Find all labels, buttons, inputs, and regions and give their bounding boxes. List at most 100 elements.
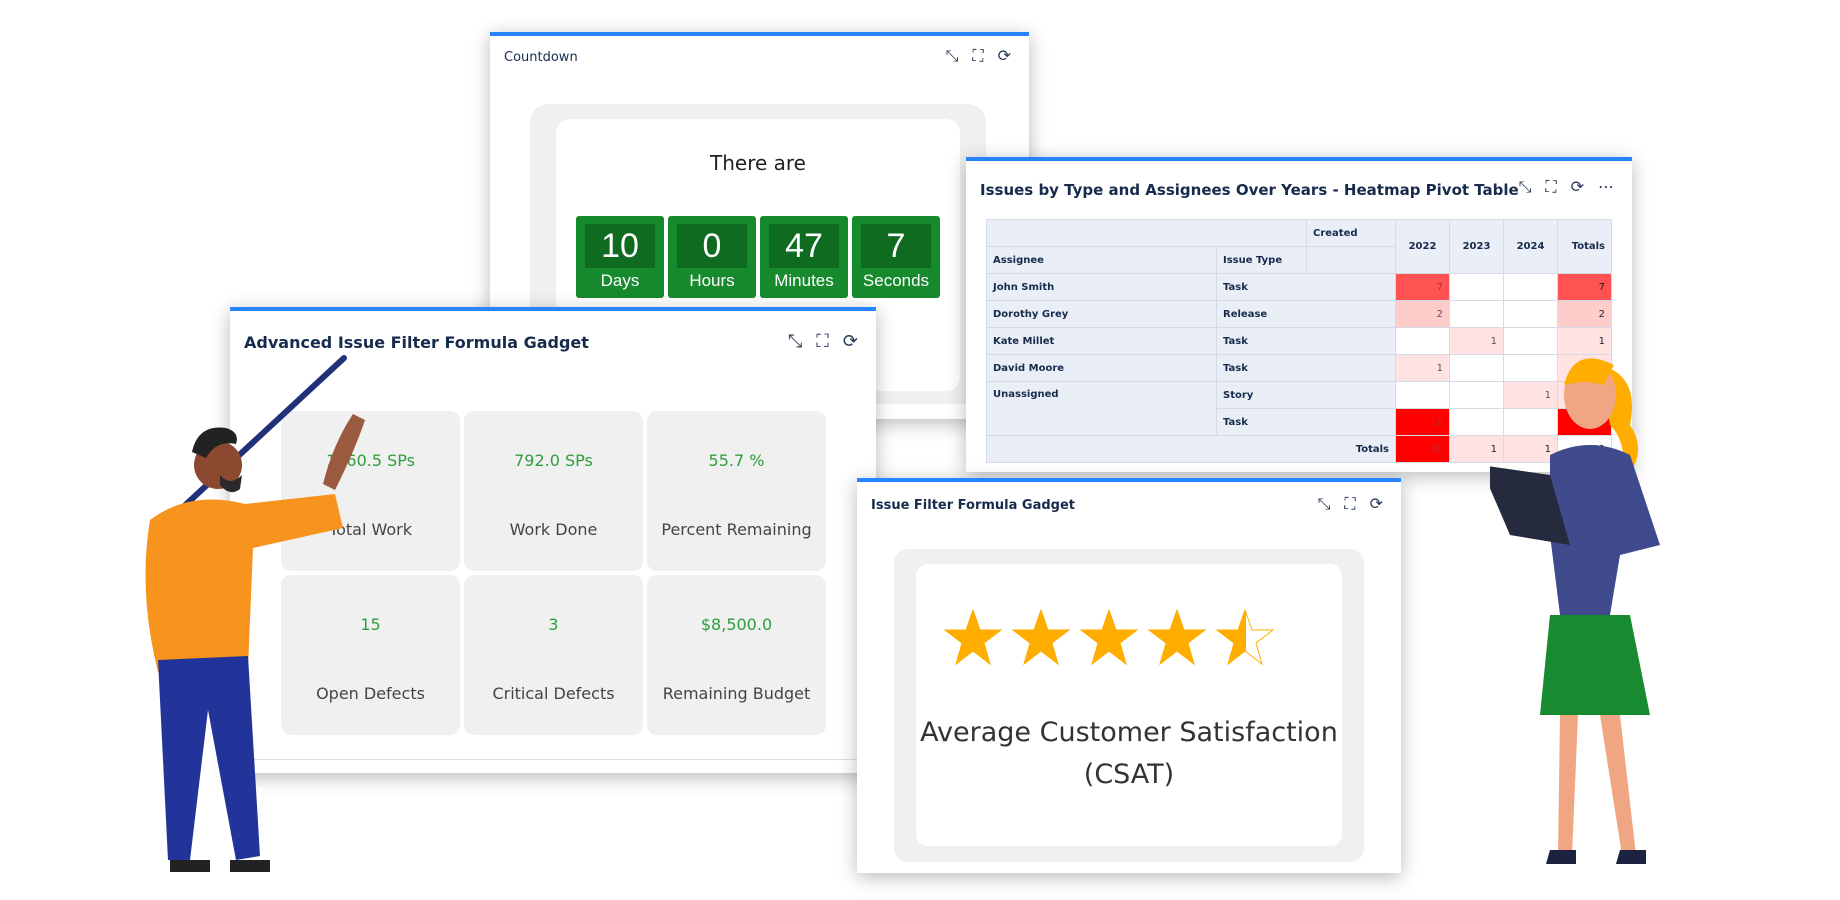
divider	[230, 759, 876, 760]
more-icon[interactable]: ⋯	[1598, 177, 1614, 196]
heatmap-cell	[1449, 354, 1504, 382]
heatmap-cell: 2	[1395, 300, 1450, 328]
issue-type-cell: Task	[1216, 273, 1396, 301]
heatmap-cell: 1	[1503, 381, 1558, 409]
fullscreen-icon[interactable]: ⛶	[816, 331, 829, 352]
metric-value: 3	[548, 615, 559, 634]
advanced-formula-gadget: Advanced Issue Filter Formula Gadget ⤡ ⛶…	[230, 307, 876, 773]
header-blank	[986, 219, 1307, 247]
fullscreen-icon[interactable]: ⛶	[972, 46, 984, 65]
minimize-icon[interactable]: ⤡	[1518, 177, 1532, 196]
fullscreen-icon[interactable]: ⛶	[1545, 177, 1557, 196]
metric-tile: 55.7 % Percent Remaining	[647, 411, 826, 571]
metric-label: Percent Remaining	[661, 520, 812, 539]
refresh-icon[interactable]: ⟳	[842, 331, 858, 352]
gadget-title: Countdown	[504, 50, 578, 65]
csat-gadget: Issue Filter Formula Gadget ⤡ ⛶ ⟳ Averag…	[857, 478, 1401, 873]
metric-tile: 15 Open Defects	[281, 575, 460, 735]
row-total-cell: 7	[1557, 273, 1612, 301]
issue-type-header: Issue Type	[1216, 246, 1307, 274]
assignee-header: Assignee	[986, 246, 1217, 274]
refresh-icon[interactable]: ⟳	[1369, 494, 1383, 513]
heatmap-cell	[1449, 300, 1504, 328]
table-row: Kate Millet Task 1 1	[986, 327, 1612, 355]
metric-value: 792.0 SPs	[514, 451, 593, 470]
fullscreen-icon[interactable]: ⛶	[1344, 494, 1356, 513]
totals-row: Totals201122	[986, 435, 1612, 463]
heatmap-cell: 7	[1395, 273, 1450, 301]
issue-type-cell: Task	[1216, 327, 1396, 355]
countdown-label: Hours	[689, 271, 735, 290]
minimize-icon[interactable]: ⤡	[945, 46, 959, 65]
minimize-icon[interactable]: ⤡	[1317, 494, 1331, 513]
heatmap-cell	[1449, 273, 1504, 301]
issue-type-cell: Story	[1216, 381, 1396, 409]
assignee-cell: Unassigned	[986, 381, 1217, 436]
header-row: Created 2022 2023 2024 Totals	[986, 219, 1612, 274]
year-header: 2024	[1503, 219, 1558, 274]
table-row: UnassignedStory11	[986, 381, 1612, 436]
table-row: Dorothy Grey Release 2 2	[986, 300, 1612, 328]
star-full-icon	[944, 608, 1003, 666]
star-half-icon	[1216, 608, 1275, 666]
metric-value: 55.7 %	[708, 451, 765, 470]
heatmap-cell	[1395, 381, 1450, 409]
refresh-icon[interactable]: ⟳	[997, 46, 1011, 65]
metric-label: Remaining Budget	[662, 684, 811, 703]
issue-type-cell: Task	[1216, 408, 1396, 436]
table-row: David MooreTask11	[986, 354, 1612, 382]
star-full-icon	[1012, 608, 1071, 666]
heatmap-cell	[1395, 327, 1450, 355]
column-total-cell: 1	[1449, 435, 1504, 463]
minimize-icon[interactable]: ⤡	[787, 331, 803, 352]
heatmap-pivot-table: Created 2022 2023 2024 Totals Assignee Issue T…	[986, 219, 1612, 463]
heatmap-cell	[1449, 381, 1504, 409]
year-header: 2023	[1449, 219, 1504, 274]
countdown-label: Seconds	[862, 271, 930, 290]
heatmap-cell	[1503, 300, 1558, 328]
metric-tile: $8,500.0 Remaining Budget	[647, 575, 826, 735]
countdown-hours: 0 Hours	[668, 216, 756, 298]
heatmap-cell: 1	[1395, 354, 1450, 382]
issue-type-cell: Task	[1216, 354, 1396, 382]
gadget-title: Issue Filter Formula Gadget	[871, 498, 1076, 513]
heatmap-cell	[1503, 273, 1558, 301]
countdown-label: Minutes	[774, 271, 834, 290]
totals-label: Totals	[986, 435, 1396, 463]
countdown-label: Days	[600, 271, 640, 290]
star-rating	[944, 608, 1278, 668]
metric-tile: 792.0 SPs Work Done	[464, 411, 643, 571]
metric-label: Open Defects	[316, 684, 425, 703]
csat-panel: Average Customer Satisfaction (CSAT)	[894, 549, 1364, 862]
countdown-days: 10 Days	[576, 216, 664, 298]
table-row: John Smith Task 7 7	[986, 273, 1612, 301]
issue-type-cell: Release	[1216, 300, 1396, 328]
csat-label-line1: Average Customer Satisfaction	[920, 717, 1338, 748]
countdown-value: 10	[585, 224, 655, 268]
header-blank	[1306, 246, 1396, 274]
metric-label: Work Done	[509, 520, 598, 539]
created-header: Created	[1306, 219, 1396, 247]
refresh-icon[interactable]: ⟳	[1570, 177, 1584, 196]
assignee-cell: John Smith	[986, 273, 1217, 301]
metric-value: $8,500.0	[700, 615, 773, 634]
heatmap-cell	[1503, 354, 1558, 382]
countdown-intro: There are	[710, 151, 806, 175]
metric-label: Total Work	[329, 520, 412, 539]
assignee-cell: Dorothy Grey	[986, 300, 1217, 328]
metric-tile: 3 Critical Defects	[464, 575, 643, 735]
metric-value: 15	[360, 615, 381, 634]
column-total-cell: 1	[1503, 435, 1558, 463]
assignee-cell: David Moore	[986, 354, 1217, 382]
assignee-cell: Kate Millet	[986, 327, 1217, 355]
countdown-value: 0	[677, 224, 747, 268]
man-pointing-illustration	[145, 355, 365, 872]
countdown-minutes: 47 Minutes	[760, 216, 848, 298]
metric-tile: 1260.5 SPs Total Work	[281, 411, 460, 571]
countdown-value: 47	[769, 224, 839, 268]
row-total-cell: 2	[1557, 300, 1612, 328]
csat-label-line2: (CSAT)	[1083, 759, 1175, 790]
countdown-value: 7	[861, 224, 931, 268]
star-full-icon	[1080, 608, 1139, 666]
totals-header: Totals	[1557, 219, 1612, 274]
